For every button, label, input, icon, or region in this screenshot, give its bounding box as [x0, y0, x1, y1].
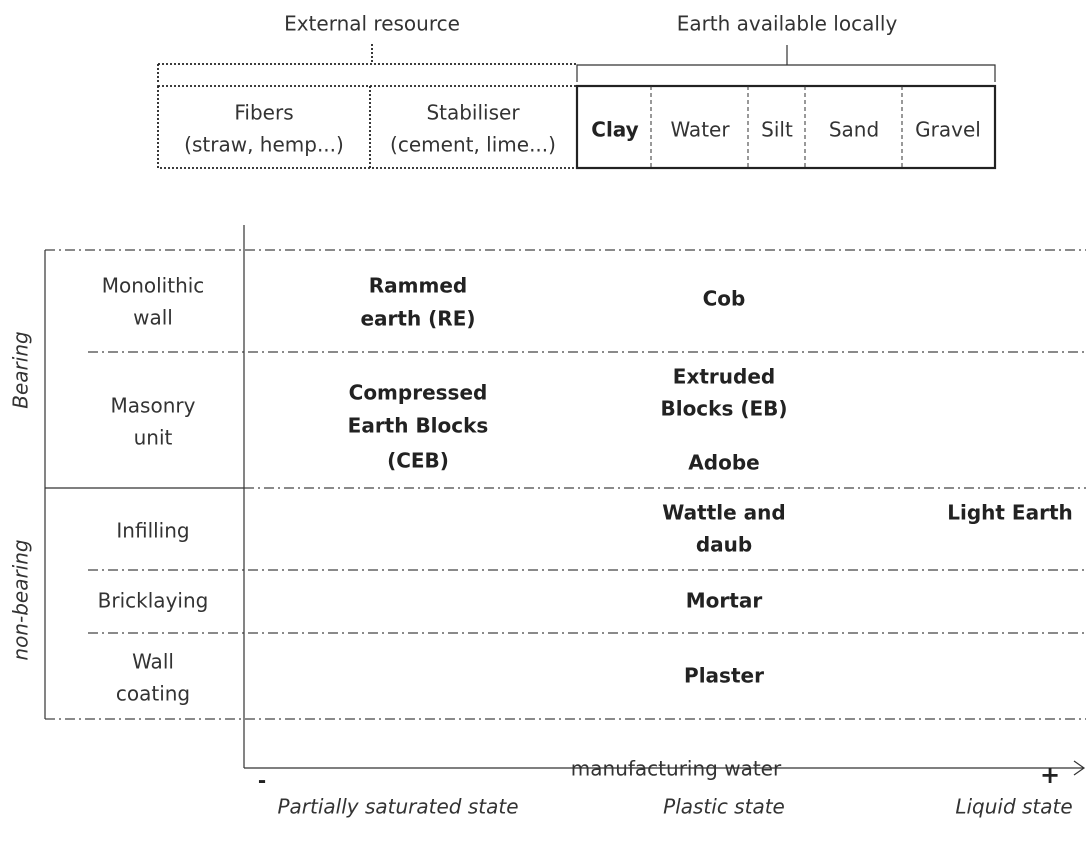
component: (cement, lime...): [390, 133, 556, 157]
component: Clay: [591, 118, 638, 142]
component: Gravel: [915, 118, 981, 142]
technique: Blocks (EB): [660, 397, 787, 421]
component: Fibers: [234, 101, 293, 125]
technique: Adobe: [688, 451, 759, 475]
technique: Extruded: [673, 365, 775, 389]
technique: Rammed: [369, 274, 467, 298]
row-label: unit: [134, 426, 173, 450]
group-label: non-bearing: [9, 539, 33, 660]
technique: daub: [696, 533, 752, 557]
row-label: Bricklaying: [98, 589, 209, 613]
axis-label: manufacturing water: [571, 757, 782, 781]
technique: Light Earth: [947, 501, 1073, 525]
state-label: Liquid state: [955, 795, 1072, 819]
group-label: Bearing: [9, 331, 33, 408]
technique: earth (RE): [360, 307, 475, 331]
row-label: Wall: [132, 650, 174, 674]
component: (straw, hemp...): [184, 133, 344, 157]
x-axis: [244, 760, 1086, 776]
local-label: Earth available locally: [677, 12, 898, 36]
axis-plus: +: [1040, 761, 1060, 789]
row-label: Monolithic: [102, 274, 205, 298]
technique: Compressed: [349, 381, 488, 405]
component: Water: [670, 118, 730, 142]
technique: Mortar: [686, 589, 763, 613]
local-box: [575, 84, 997, 170]
row-label: Masonry: [111, 394, 196, 418]
component: Silt: [761, 118, 793, 142]
technique: Earth Blocks: [348, 414, 489, 438]
technique: Wattle and: [662, 501, 785, 525]
technique: Cob: [703, 287, 746, 311]
axis-minus: -: [258, 769, 266, 793]
component: Stabiliser: [426, 101, 520, 125]
technique: Plaster: [684, 664, 764, 688]
technique: (CEB): [387, 449, 449, 473]
row-label: wall: [133, 306, 173, 330]
external-label: External resource: [284, 12, 460, 36]
component: Sand: [829, 118, 879, 142]
row-label: coating: [116, 682, 190, 706]
state-label: Partially saturated state: [277, 795, 518, 819]
local-bracket: [576, 45, 996, 82]
row-label: Infilling: [116, 519, 189, 543]
state-label: Plastic state: [663, 795, 785, 819]
